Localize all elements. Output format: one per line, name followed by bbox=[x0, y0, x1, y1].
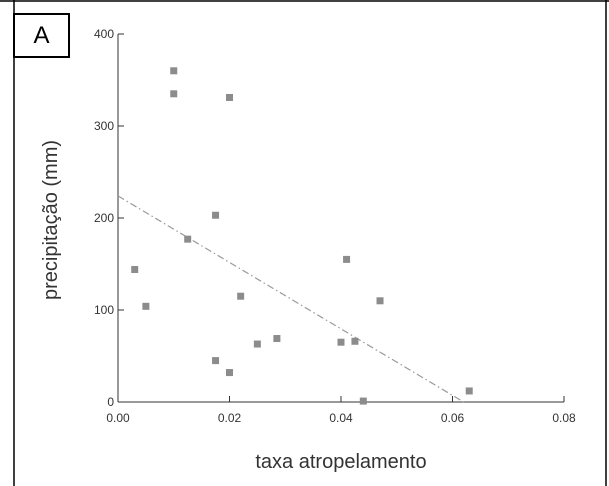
data-point bbox=[237, 292, 245, 300]
x-axis-title: taxa atropelamento bbox=[255, 451, 426, 473]
data-point bbox=[343, 255, 351, 263]
data-point bbox=[253, 340, 261, 348]
data-point bbox=[142, 302, 150, 310]
panel-label: A bbox=[33, 21, 50, 49]
data-point bbox=[337, 338, 345, 346]
trendline bbox=[117, 195, 464, 403]
x-tick-label: 0.08 bbox=[552, 411, 576, 425]
y-axis-title: precipitação (mm) bbox=[40, 140, 62, 300]
y-tick-label: 100 bbox=[94, 303, 114, 317]
x-tick-label: 0.00 bbox=[106, 411, 130, 425]
data-point bbox=[351, 337, 359, 345]
points-layer bbox=[131, 67, 473, 405]
data-point bbox=[359, 397, 367, 405]
data-point bbox=[184, 235, 192, 243]
x-tick-label: 0.04 bbox=[329, 411, 353, 425]
data-point bbox=[131, 266, 139, 274]
data-point bbox=[273, 335, 281, 343]
y-tick-label: 200 bbox=[94, 211, 114, 225]
data-point bbox=[376, 297, 384, 305]
data-point bbox=[465, 387, 473, 395]
data-point bbox=[226, 93, 233, 101]
x-tick-label: 0.06 bbox=[441, 411, 465, 425]
y-tick-label: 300 bbox=[94, 119, 114, 133]
data-point bbox=[212, 211, 220, 219]
x-tick-label: 0.02 bbox=[218, 411, 242, 425]
data-point bbox=[170, 67, 178, 75]
data-point bbox=[212, 357, 220, 365]
y-tick-label: 0 bbox=[107, 395, 114, 409]
panel-label-box: A bbox=[13, 13, 70, 58]
data-point bbox=[170, 90, 178, 98]
axes: 0 100 200 300 400 0.00 0.02 0.04 0.06 0.08 bbox=[94, 27, 576, 425]
data-point bbox=[226, 369, 233, 377]
y-tick-label: 400 bbox=[94, 27, 114, 41]
trendline-layer bbox=[117, 195, 464, 403]
